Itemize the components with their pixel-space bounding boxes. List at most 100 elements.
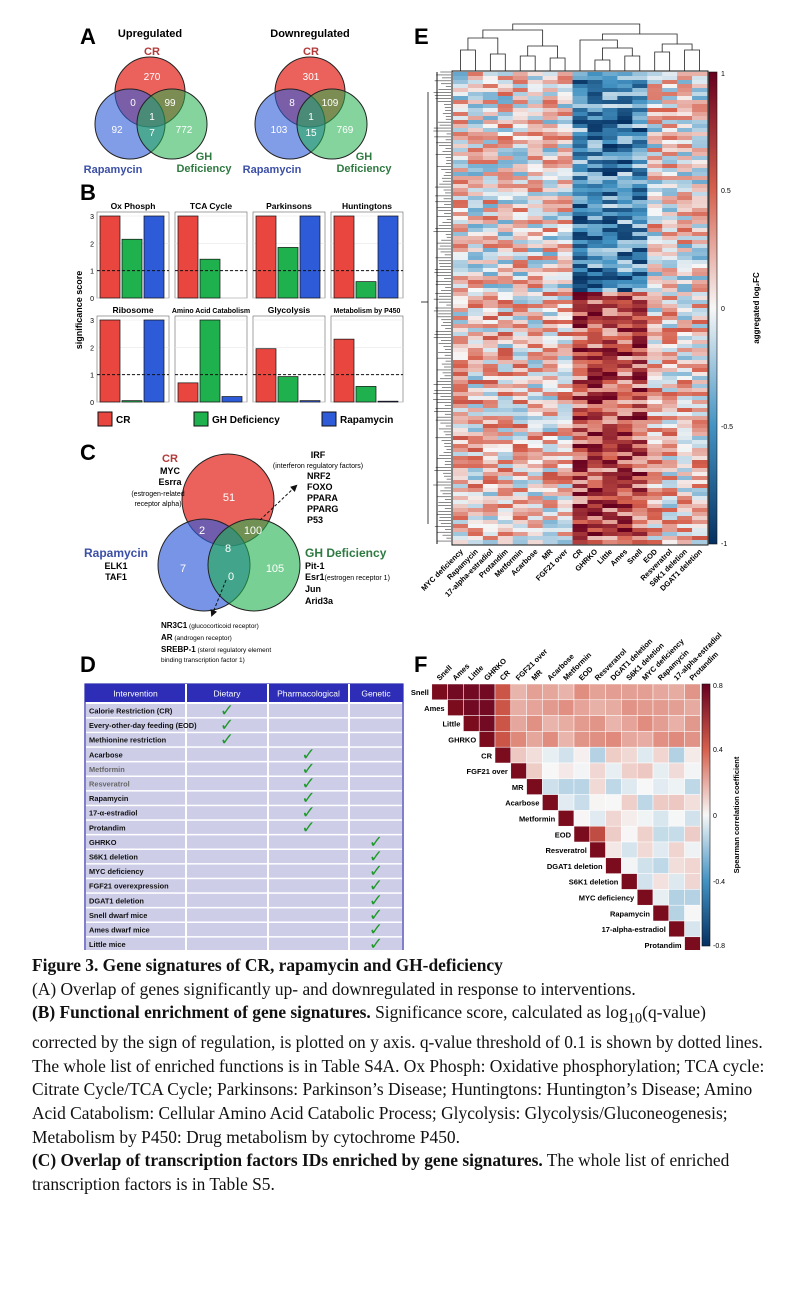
heatmap-cell — [497, 332, 514, 337]
heatmap-cell — [512, 364, 529, 369]
heatmap-cell — [617, 276, 633, 281]
heatmap-cell — [602, 396, 618, 401]
table-cell — [187, 893, 267, 907]
heatmap-cell — [557, 404, 573, 409]
heatmap-cell — [527, 164, 543, 169]
table-cell — [187, 864, 267, 878]
heatmap-cell — [677, 464, 693, 469]
heatmap-cell — [692, 328, 708, 333]
heatmap-cell — [542, 340, 558, 345]
heatmap-cell — [602, 112, 618, 117]
heatmap-cell — [527, 120, 543, 125]
heatmap-cell — [647, 356, 663, 361]
heatmap-cell — [512, 312, 529, 317]
heatmap-cell — [632, 300, 648, 305]
heatmap-cell — [453, 92, 469, 97]
matrix-cell — [605, 825, 622, 843]
heatmap-cell — [557, 344, 573, 349]
heatmap-cell — [617, 268, 633, 273]
heatmap-cell — [602, 156, 618, 161]
bar — [221, 396, 243, 403]
heatmap-cell — [527, 116, 543, 121]
heatmap-cell — [572, 456, 588, 461]
heatmap-cell — [632, 308, 648, 313]
heatmap-cell — [557, 388, 573, 393]
heatmap-cell — [467, 268, 484, 273]
heatmap-cell — [497, 340, 514, 345]
heatmap-cell — [662, 112, 678, 117]
matrix-cell — [542, 699, 559, 716]
matrix-cell — [526, 762, 543, 780]
heatmap-cell — [557, 96, 573, 101]
heatmap-cell — [692, 104, 708, 109]
heatmap-cell — [602, 72, 618, 77]
heatmap-cell — [527, 220, 543, 225]
heatmap-cell — [692, 360, 708, 365]
matrix-cell — [652, 873, 670, 890]
venn-count: 8 — [289, 98, 295, 109]
heatmap-cell — [527, 484, 543, 489]
heatmap-cell — [677, 148, 693, 153]
heatmap-cell — [512, 524, 529, 529]
heatmap-cell — [602, 120, 618, 125]
arrow — [210, 579, 227, 617]
heatmap-cell — [453, 228, 469, 233]
heatmap-cell — [542, 148, 558, 153]
heatmap-cell — [662, 432, 678, 437]
heatmap-cell — [617, 152, 633, 157]
heatmap-cell — [557, 120, 573, 125]
heatmap-cell — [512, 264, 529, 269]
table-row-label: S6K1 deletion — [89, 853, 138, 862]
table-cell — [269, 908, 348, 922]
heatmap-cell — [453, 284, 469, 289]
heatmap-cell — [512, 212, 529, 217]
heatmap-cell — [692, 536, 708, 541]
heatmap-cell — [602, 176, 618, 181]
heatmap-cell — [512, 384, 529, 389]
heatmap-cell — [482, 480, 499, 485]
heatmap-cell — [677, 156, 693, 161]
heatmap-cell — [542, 84, 558, 89]
heatmap-cell — [482, 428, 499, 433]
heatmap-cell — [512, 196, 529, 201]
heatmap-cell — [497, 192, 514, 197]
heatmap-cell — [453, 88, 469, 93]
heatmap-cell — [602, 160, 618, 165]
venn-count: 301 — [303, 72, 320, 83]
heatmap-cell — [677, 516, 693, 521]
tick-label: 2 — [90, 345, 94, 352]
heatmap-cell — [662, 468, 678, 473]
heatmap-cell — [677, 236, 693, 241]
heatmap-cell — [617, 128, 633, 133]
dendrogram-branch — [654, 51, 671, 72]
heatmap-cell — [467, 196, 484, 201]
heatmap-cell — [512, 240, 529, 245]
tf-note: binding transcription factor 1) — [161, 657, 245, 664]
row-label: Resveratrol — [546, 846, 587, 855]
matrix-cell — [447, 699, 464, 716]
heatmap-cell — [677, 300, 693, 305]
heatmap-cell — [587, 308, 603, 313]
heatmap-cell — [587, 88, 603, 93]
row-label: DGAT1 deletion — [547, 862, 603, 871]
heatmap-cell — [647, 292, 663, 297]
tick-label: 2 — [90, 241, 94, 248]
heatmap-cell — [482, 308, 499, 313]
tf-label: Esrra — [158, 477, 182, 487]
heatmap-cell — [467, 348, 484, 353]
heatmap-cell — [647, 280, 663, 285]
matrix-cell — [557, 778, 575, 795]
heatmap-cell — [482, 492, 499, 497]
heatmap-cell — [527, 216, 543, 221]
heatmap-cell — [497, 468, 514, 473]
venn-circle-gh — [296, 88, 368, 160]
heatmap-cell — [572, 104, 588, 109]
figure-panels: A B C D E F Upregulated CR 270 92 772 0 … — [74, 23, 761, 950]
heatmap-cell — [557, 540, 573, 545]
heatmap-cell — [557, 456, 573, 461]
heatmap-cell — [647, 464, 663, 469]
heatmap-cell — [677, 184, 693, 189]
heatmap-cell — [647, 308, 663, 313]
heatmap-cell — [617, 100, 633, 105]
heatmap-cell — [482, 164, 499, 169]
